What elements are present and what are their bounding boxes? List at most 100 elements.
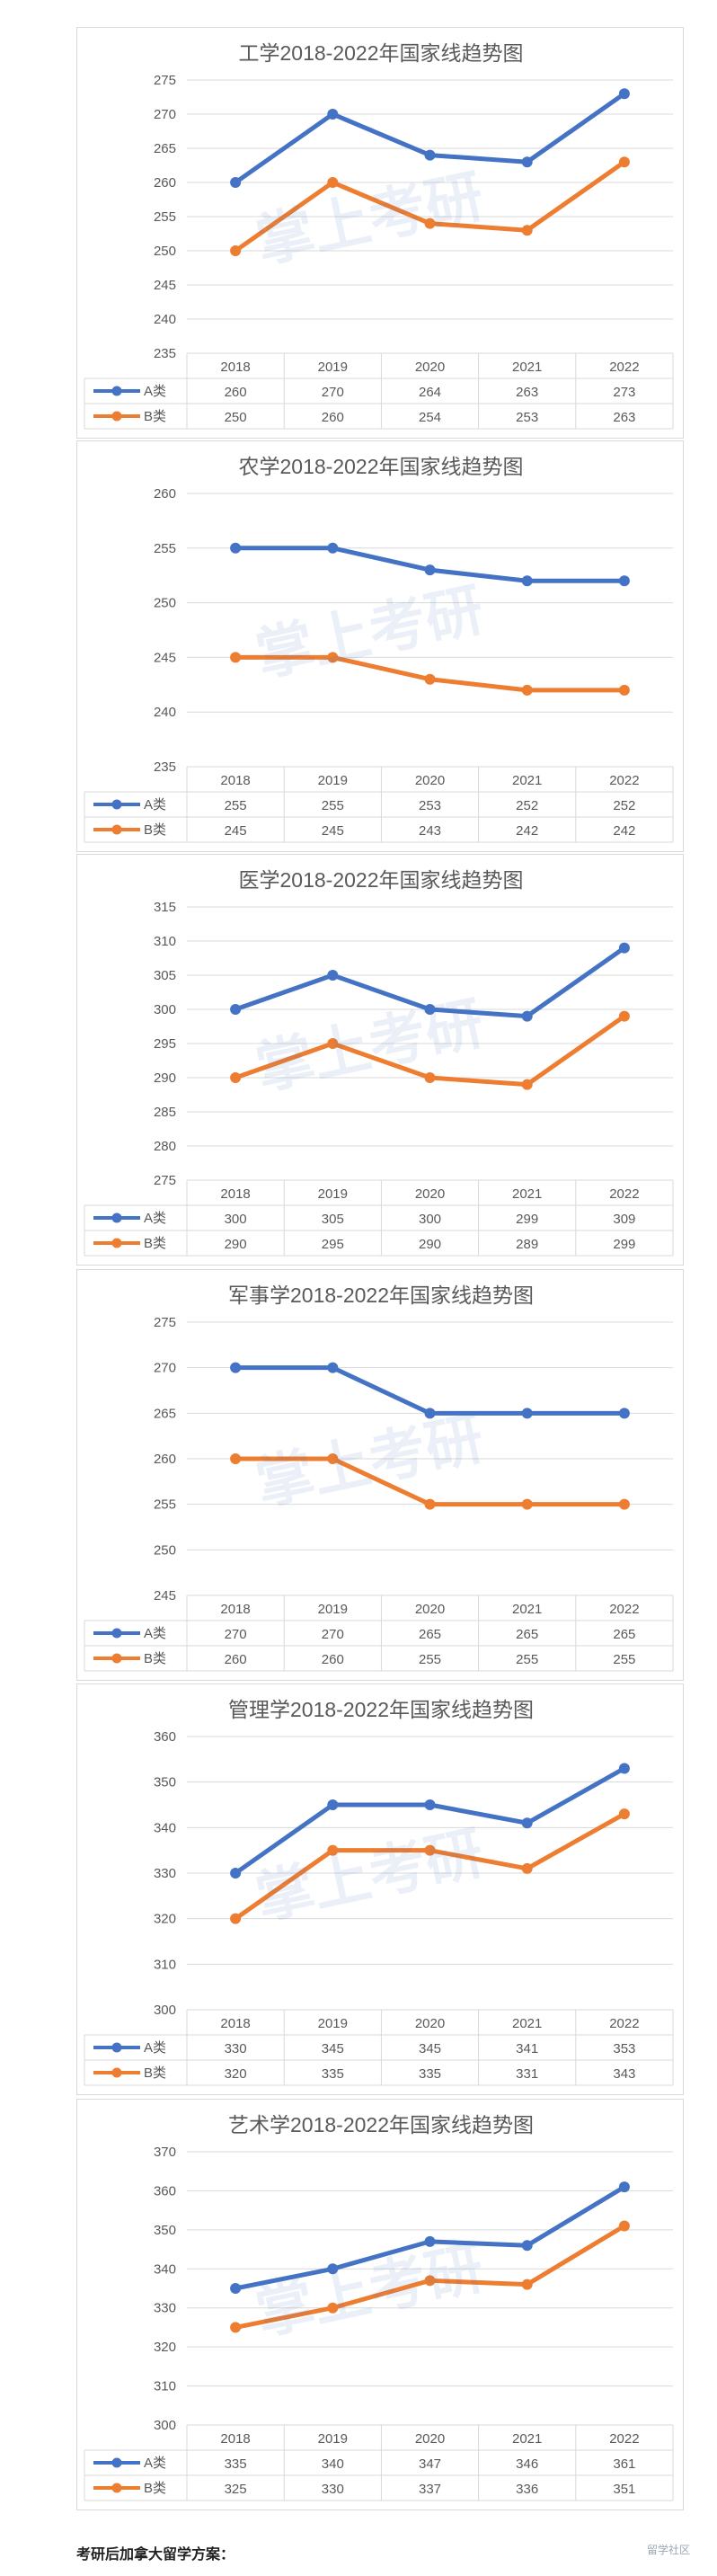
- x-tick-label: 2018: [220, 773, 250, 788]
- y-tick-label: 245: [154, 278, 176, 293]
- data-label: 243: [419, 823, 441, 839]
- data-point: [230, 542, 242, 554]
- data-point: [424, 1408, 436, 1419]
- y-tick-label: 330: [154, 2301, 176, 2316]
- x-tick-label: 2020: [415, 2431, 445, 2447]
- y-tick-label: 295: [154, 1036, 176, 1052]
- data-label: 265: [516, 1627, 538, 1642]
- data-label: 253: [516, 410, 538, 425]
- legend-label: A类: [144, 2040, 166, 2056]
- y-tick-label: 255: [154, 209, 176, 225]
- legend-marker: [111, 386, 122, 396]
- data-point: [230, 1868, 242, 1879]
- data-label: 255: [322, 798, 344, 813]
- legend-marker: [111, 1212, 122, 1223]
- x-tick-label: 2019: [318, 1186, 348, 1202]
- chart-title: 艺术学2018-2022年国家线趋势图: [228, 2113, 534, 2136]
- data-label: 254: [419, 410, 441, 425]
- data-point: [618, 1010, 630, 1022]
- x-tick-label: 2022: [609, 1186, 639, 1202]
- data-label: 255: [516, 1652, 538, 1667]
- chart-title: 工学2018-2022年国家线趋势图: [239, 41, 524, 65]
- data-label: 270: [322, 385, 344, 400]
- data-label: 335: [419, 2066, 441, 2082]
- legend-marker: [111, 1628, 122, 1639]
- data-point: [521, 225, 533, 236]
- chart-svg: 农学2018-2022年国家线趋势图 235 240 245 250 255 260 2018…: [84, 455, 674, 843]
- legend-marker: [111, 2457, 122, 2468]
- data-point: [618, 684, 630, 696]
- x-tick-label: 2021: [512, 1186, 542, 1202]
- data-label: 242: [613, 823, 635, 839]
- x-tick-label: 2019: [318, 1602, 348, 1617]
- x-tick-label: 2018: [220, 2016, 250, 2031]
- data-point: [521, 684, 533, 696]
- data-label: 265: [419, 1627, 441, 1642]
- series-line-1: [233, 1365, 627, 1416]
- y-tick-label: 330: [154, 1866, 176, 1881]
- data-point: [230, 1913, 242, 1924]
- chart-svg: 管理学2018-2022年国家线趋势图 300 310 320 330 340 350 360…: [84, 1698, 674, 2086]
- data-label: 290: [225, 1237, 247, 1252]
- x-tick-label: 2020: [415, 1602, 445, 1617]
- legend-label: A类: [144, 797, 166, 813]
- y-tick-label: 305: [154, 968, 176, 983]
- data-point: [424, 1072, 436, 1083]
- y-tick-label: 250: [154, 244, 176, 259]
- data-label: 320: [225, 2066, 247, 2082]
- y-tick-label: 245: [154, 1588, 176, 1603]
- data-point: [618, 88, 630, 100]
- y-tick-label: 275: [154, 1173, 176, 1188]
- x-tick-label: 2019: [318, 2431, 348, 2447]
- data-point: [327, 1799, 339, 1810]
- x-tick-label: 2022: [609, 1602, 639, 1617]
- data-label: 245: [322, 823, 344, 839]
- data-point: [521, 575, 533, 587]
- data-label: 260: [225, 1652, 247, 1667]
- data-label: 309: [613, 1212, 635, 1227]
- legend-label: B类: [144, 2065, 166, 2081]
- x-tick-label: 2022: [609, 773, 639, 788]
- data-label: 343: [613, 2066, 635, 2082]
- x-tick-label: 2022: [609, 2016, 639, 2031]
- data-label: 347: [419, 2456, 441, 2472]
- data-label: 361: [613, 2456, 635, 2472]
- data-label: 353: [613, 2041, 635, 2056]
- data-point: [230, 2322, 242, 2333]
- data-point: [521, 1079, 533, 1090]
- y-tick-label: 320: [154, 1912, 176, 1927]
- watermark: 掌上考研: [251, 2235, 489, 2347]
- y-tick-label: 340: [154, 2261, 176, 2277]
- data-point: [230, 1453, 242, 1464]
- chart-panel-2: 农学2018-2022年国家线趋势图 235 240 245 250 255 260 2018…: [76, 440, 684, 852]
- y-tick-label: 300: [154, 1002, 176, 1017]
- data-label: 255: [613, 1652, 635, 1667]
- chart-title: 农学2018-2022年国家线趋势图: [239, 455, 524, 478]
- y-tick-label: 260: [154, 486, 176, 502]
- legend-marker: [111, 824, 122, 835]
- footer-text: 考研后加拿大留学方案：: [76, 2547, 235, 2563]
- data-point: [521, 156, 533, 168]
- data-point: [327, 1362, 339, 1373]
- data-label: 260: [225, 385, 247, 400]
- legend-label: A类: [144, 1211, 166, 1226]
- x-tick-label: 2022: [609, 360, 639, 375]
- data-label: 253: [419, 798, 441, 813]
- watermark: 掌上考研: [251, 577, 489, 688]
- x-tick-label: 2018: [220, 2431, 250, 2447]
- legend-marker: [111, 1238, 122, 1248]
- data-label: 341: [516, 2041, 538, 2056]
- data-point: [327, 652, 339, 663]
- data-label: 255: [419, 1652, 441, 1667]
- data-point: [521, 1408, 533, 1419]
- chart-svg: 工学2018-2022年国家线趋势图 235 240 245 250 255 260 265 2…: [84, 41, 674, 430]
- legend-label: B类: [144, 1651, 166, 1666]
- data-point: [230, 177, 242, 188]
- data-label: 299: [516, 1212, 538, 1227]
- x-tick-label: 2020: [415, 1186, 445, 1202]
- data-label: 345: [322, 2041, 344, 2056]
- x-tick-label: 2019: [318, 360, 348, 375]
- legend-label: B类: [144, 822, 166, 838]
- data-label: 340: [322, 2456, 344, 2472]
- data-label: 264: [419, 385, 441, 400]
